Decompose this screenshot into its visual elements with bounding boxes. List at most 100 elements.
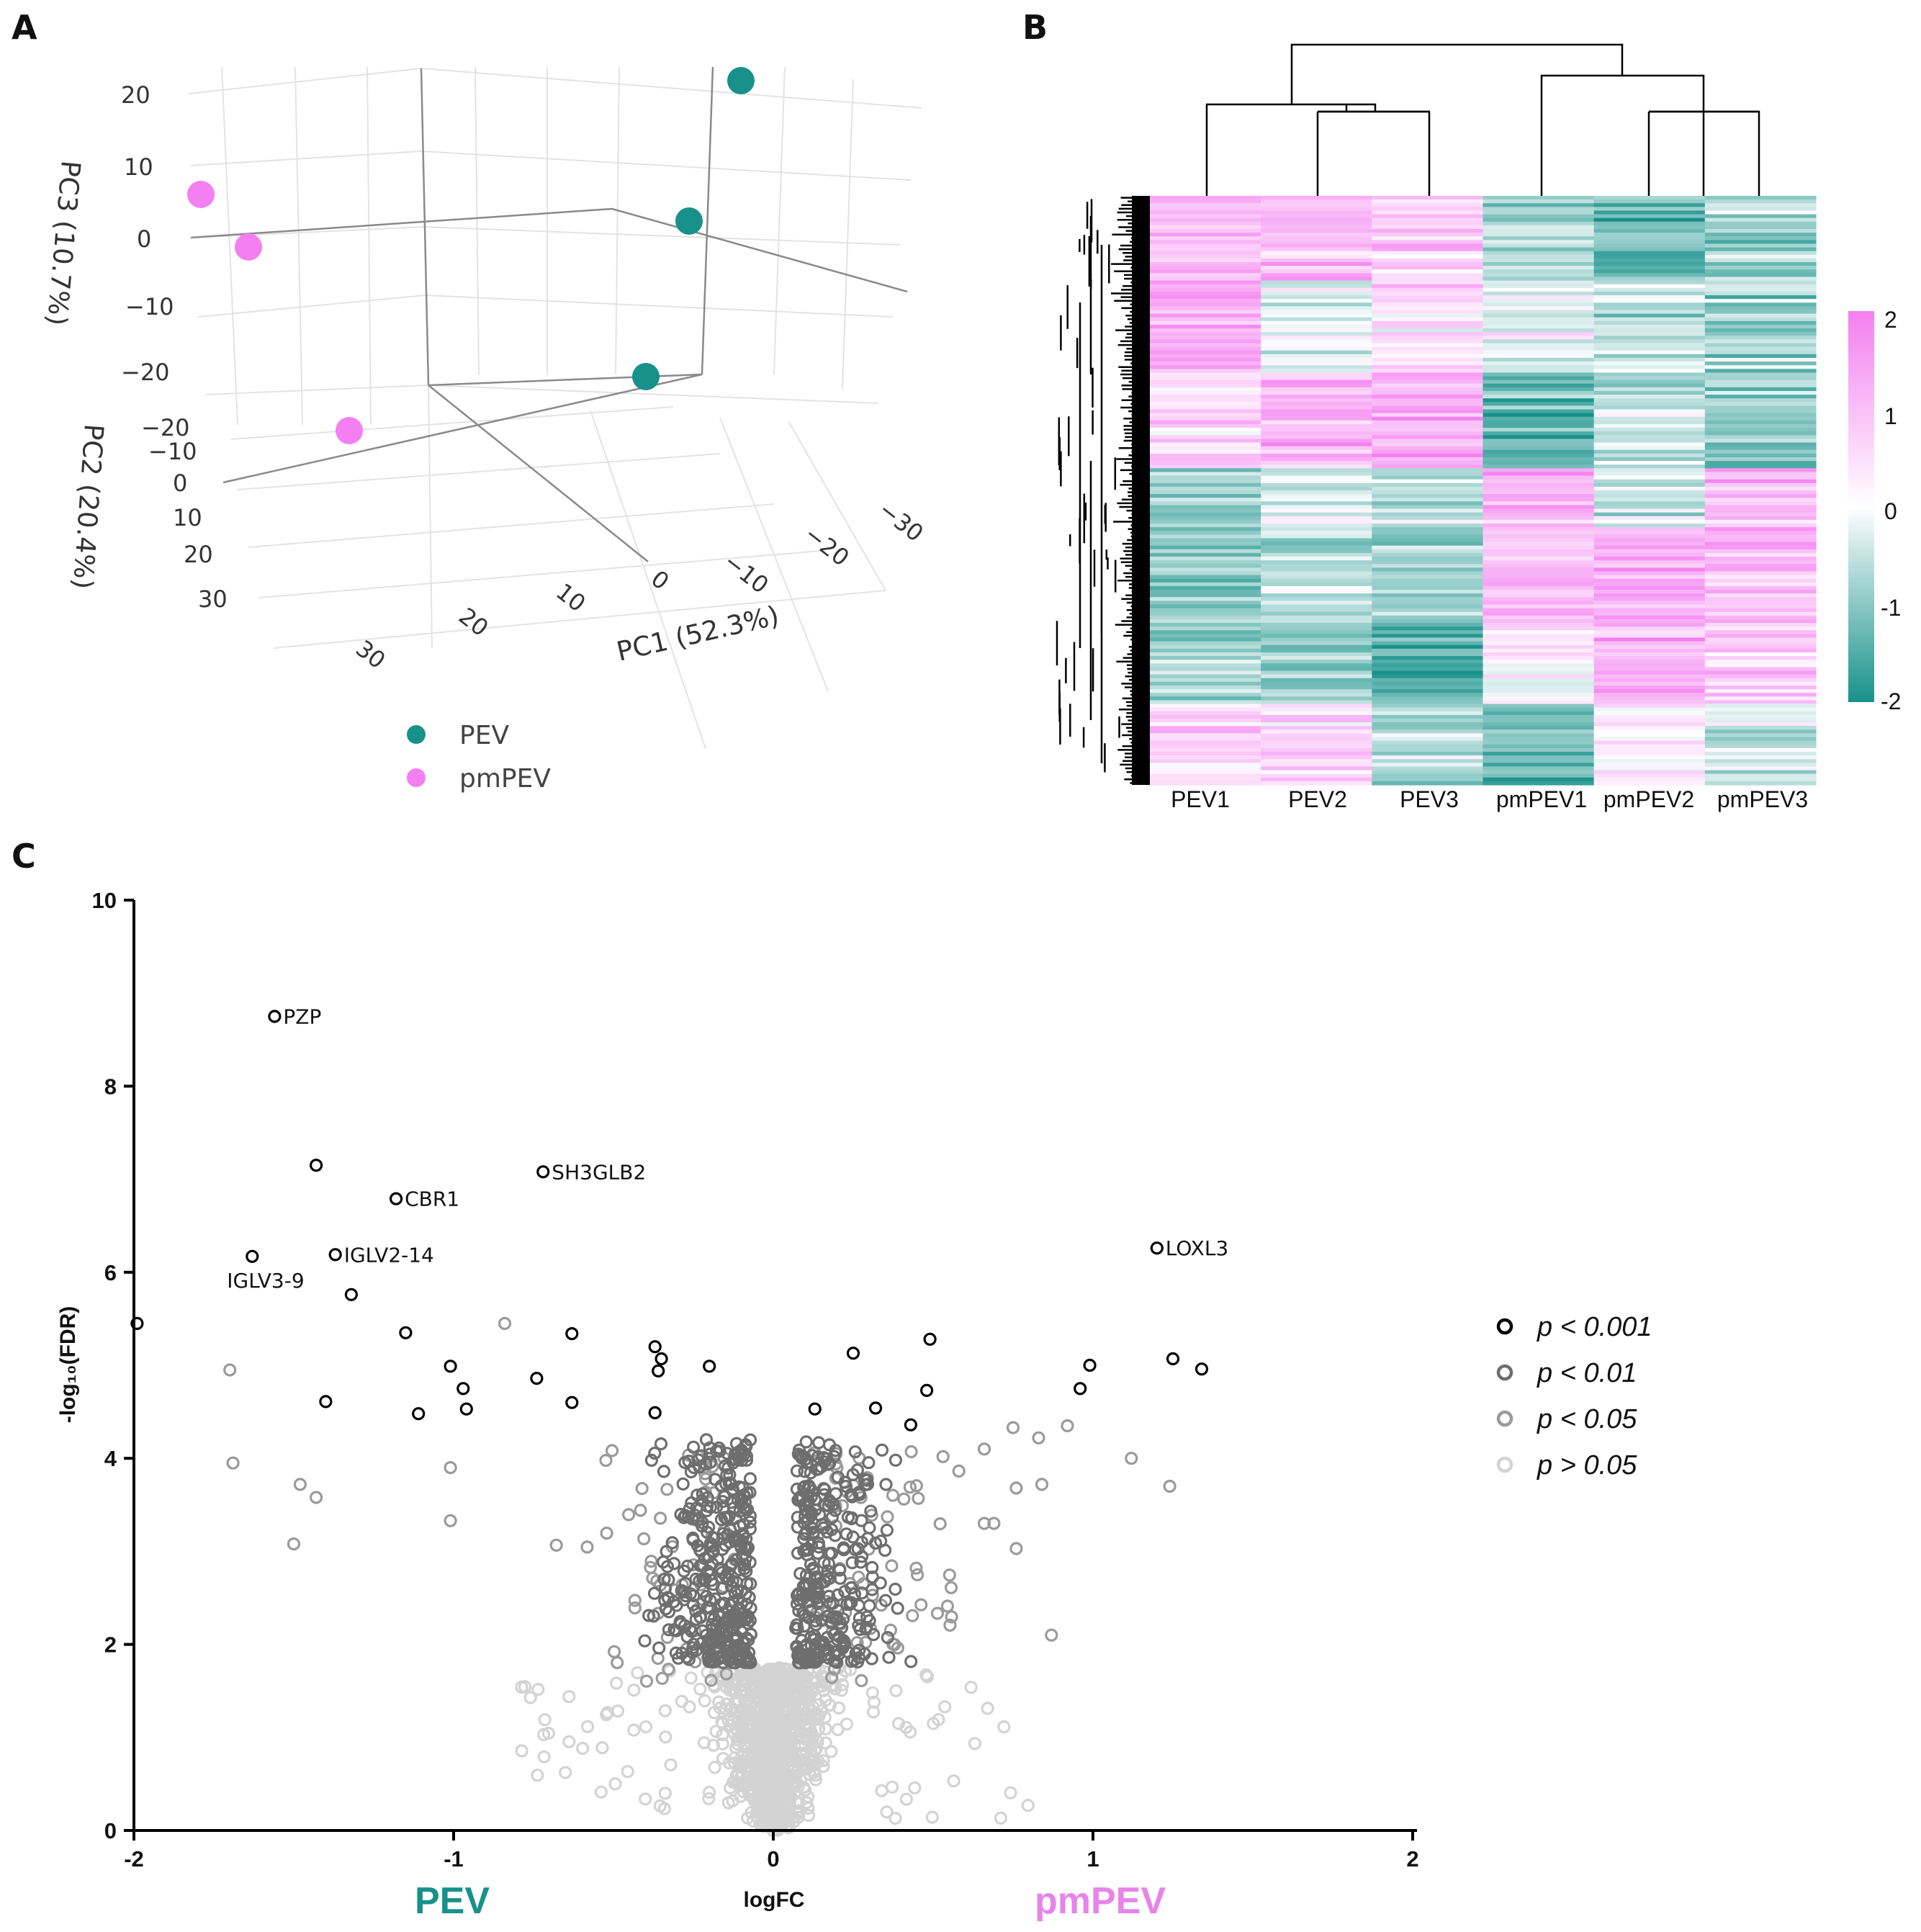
heatmap-cell [1483,291,1595,296]
heatmap-cell [1704,475,1817,480]
heatmap-cell [1150,291,1261,296]
volcano-point [841,1510,855,1524]
heatmap-cell [1593,575,1706,580]
volcano-point-significant [310,1159,323,1172]
heatmap-cell [1372,552,1484,557]
heatmap-cell [1261,203,1372,207]
volcano-point [942,1568,956,1582]
heatmap-cell [1483,693,1595,697]
volcano-point [689,1572,703,1586]
heatmap-cell [1372,266,1484,270]
heatmap-cell [1704,545,1817,550]
heatmap-cell [1483,284,1595,289]
volcano-point [790,1597,804,1611]
volcano-point [762,1802,776,1816]
heatmap-cell [1704,258,1817,263]
heatmap-cell [1150,350,1261,355]
heatmap-cell [1593,295,1706,300]
volcano-point [821,1643,835,1656]
volcano-point [786,1732,799,1745]
heatmap-cell [1261,711,1372,716]
volcano-point [737,1489,751,1503]
heatmap-cell [1150,501,1261,506]
heatmap-cell [1261,457,1372,462]
heatmap-cell [1150,560,1261,565]
heatmap-cell [1150,395,1261,399]
heatmap-cell [1372,409,1484,414]
volcano-point [790,1464,804,1478]
volcano-point [657,1802,672,1815]
heatmap-cell [1150,284,1261,289]
heatmap-cell [1593,225,1706,230]
volcano-point [631,1666,644,1680]
volcano-point-labeled [389,1192,403,1205]
heatmap-cell [1483,446,1595,451]
heatmap-cell [1704,196,1817,200]
heatmap-cell [1593,233,1706,237]
heatmap-cell [1261,660,1372,664]
heatmap-cell [1704,648,1817,653]
volcano-point-label: IGLV2-14 [344,1243,434,1267]
heatmap-cell [1483,343,1595,348]
heatmap-cell [1372,339,1484,344]
heatmap-cell [1704,777,1817,782]
heatmap-cell [1261,516,1372,521]
heatmap-cell [1593,722,1706,727]
volcano-point [863,1614,876,1627]
heatmap-cell [1483,501,1595,506]
heatmap-cell [1704,552,1817,557]
heatmap-cell [1150,277,1261,282]
heatmap-cell [1261,453,1372,458]
volcano-point [701,1601,714,1614]
volcano-point [734,1625,749,1639]
heatmap-cell [1593,313,1706,318]
heatmap-cell [1150,372,1261,377]
heatmap-cell [1704,203,1817,207]
volcano-point-significant [1195,1362,1209,1376]
heatmap-cell [1261,324,1372,329]
heatmap-cell [1704,567,1817,572]
heatmap-cell [1261,346,1372,351]
heatmap-cell [1593,258,1706,263]
heatmap-cell [1261,225,1372,230]
heatmap-cell [1372,597,1484,601]
heatmap-cell [1372,593,1484,598]
heatmap-cell [1150,667,1261,672]
volcano-point [832,1648,845,1662]
z-tick-1: 10 [124,153,153,181]
heatmap-cell [1593,777,1706,782]
heatmap-cell [1261,755,1372,760]
heatmap-cell [1704,527,1817,531]
heatmap-cell [1261,464,1372,469]
heatmap-cell [1261,505,1372,510]
heatmap-cell [1483,623,1595,627]
heatmap-cell [1261,781,1372,786]
heatmap-cell [1372,644,1484,650]
volcano-point [695,1493,708,1508]
volcano-point [700,1504,714,1518]
heatmap-cell [1483,718,1595,723]
heatmap-cell [1261,693,1372,697]
heatmap-cell [1704,611,1817,616]
heatmap-cell [1150,733,1261,738]
heatmap-cell [1704,379,1817,385]
heatmap-cell [1372,567,1484,572]
heatmap-cell [1593,773,1706,778]
heatmap-cell [1704,755,1817,760]
volcano-point [943,1618,957,1632]
heatmap-cell [1261,737,1372,742]
heatmap-cell [1372,453,1484,458]
heatmap-cell [1261,243,1372,248]
heatmap-cell [1593,439,1706,444]
volcano-point-significant [459,1402,473,1416]
heatmap-cell [1593,505,1706,510]
volcano-point [743,1515,757,1529]
heatmap-cell [1704,310,1817,315]
heatmap-cell [1593,346,1706,351]
heatmap-cell [1593,770,1706,775]
volcano-point [855,1673,868,1687]
heatmap-cell [1372,601,1484,606]
heatmap-cell [1150,567,1261,572]
volcano-point [755,1815,768,1828]
